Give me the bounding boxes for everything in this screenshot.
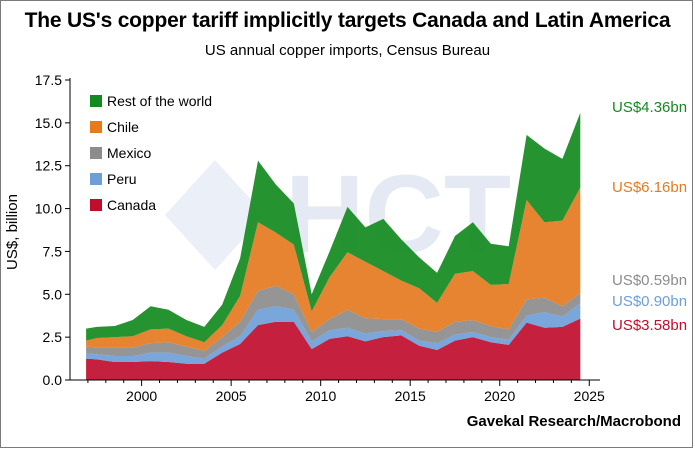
area-peru	[86, 303, 581, 364]
x-tick-label: 2025	[574, 388, 605, 404]
x-tick-label: 2010	[305, 388, 336, 404]
y-tick-label: 12.5	[35, 158, 62, 174]
legend-swatch-mexico	[90, 147, 102, 159]
x-tick-label: 2000	[126, 388, 157, 404]
watermark-logo	[165, 160, 265, 270]
y-tick-label: 15.0	[35, 115, 62, 131]
chart-subtitle: US annual copper imports, Census Bureau	[204, 42, 491, 59]
legend-label-canada: Canada	[107, 197, 156, 213]
x-tick-label: 2015	[395, 388, 426, 404]
end-label-rest-of-the-world: US$4.36bn	[612, 99, 687, 116]
end-label-canada: US$3.58bn	[612, 317, 687, 334]
end-label-peru: US$0.90bn	[612, 293, 687, 310]
y-tick-label: 17.5	[35, 72, 62, 88]
end-label-mexico: US$0.59bn	[612, 272, 687, 289]
chart-title: The US's copper tariff implicitly target…	[24, 9, 671, 32]
legend-label-mexico: Mexico	[107, 145, 152, 161]
legend-swatch-chile	[90, 121, 102, 133]
end-label-chile: US$6.16bn	[612, 179, 687, 196]
x-tick-label: 2020	[484, 388, 515, 404]
legend-swatch-rest-of-the-world	[90, 95, 102, 107]
legend-label-rest-of-the-world: Rest of the world	[107, 93, 212, 109]
legend-swatch-canada	[90, 199, 102, 211]
area-canada	[86, 318, 581, 380]
legend-label-chile: Chile	[107, 119, 139, 135]
y-tick-label: 10.0	[35, 201, 62, 217]
legend-swatch-peru	[90, 173, 102, 185]
legend-label-peru: Peru	[107, 171, 137, 187]
area-mexico	[86, 285, 581, 359]
area-chile	[86, 187, 581, 351]
area-rest-of-the-world	[86, 112, 581, 343]
y-tick-label: 0.0	[43, 372, 63, 388]
y-tick-label: 7.5	[43, 243, 63, 259]
y-tick-label: 2.5	[43, 329, 63, 345]
x-tick-label: 2005	[216, 388, 247, 404]
source-note: Gavekal Research/Macrobond	[466, 413, 681, 430]
y-tick-label: 5.0	[43, 286, 63, 302]
